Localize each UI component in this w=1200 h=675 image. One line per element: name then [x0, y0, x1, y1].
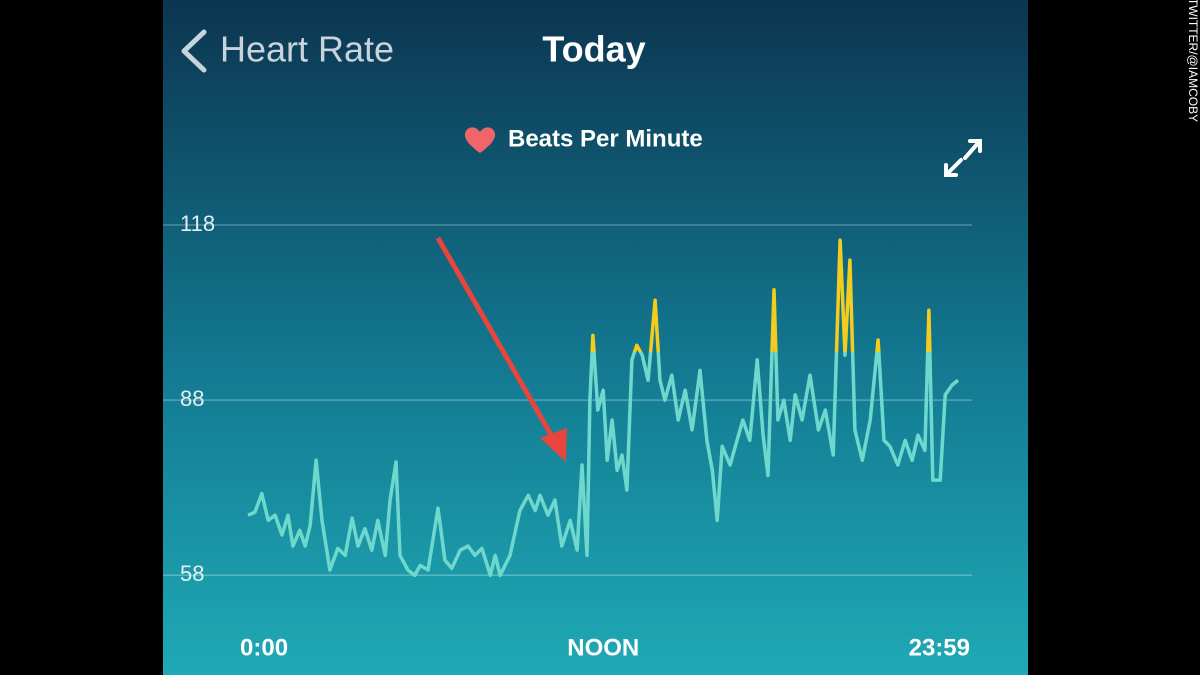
y-tick-label: 58	[180, 561, 204, 586]
expand-icon[interactable]	[944, 139, 982, 177]
chart: 58 88 118 0:00 NOON 23:59	[163, 211, 972, 661]
y-tick-label: 118	[180, 211, 215, 236]
back-arrow[interactable]	[181, 29, 207, 73]
y-tick-label: 88	[180, 386, 204, 411]
heart-icon	[464, 127, 496, 153]
x-tick-label: NOON	[567, 634, 639, 661]
heart-rate-line	[247, 238, 960, 578]
page-title: Today	[542, 29, 645, 70]
credit: TWITTER/@IAMCOBY	[1186, 0, 1200, 122]
annotation-arrow	[435, 236, 567, 462]
legend-label: Beats Per Minute	[508, 125, 703, 152]
x-tick-label: 0:00	[240, 634, 288, 661]
phone-screen	[163, 0, 1028, 675]
back-label[interactable]: Heart Rate	[220, 29, 394, 70]
x-tick-label: 23:59	[909, 634, 970, 661]
